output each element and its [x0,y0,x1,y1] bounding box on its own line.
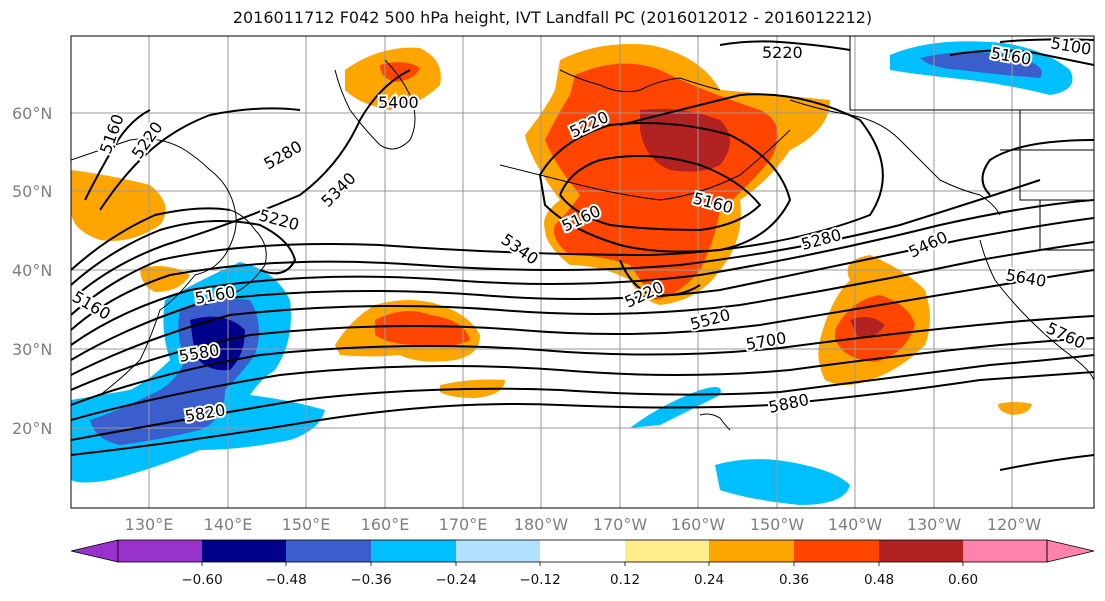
map-frame [70,35,1095,509]
lon-label: 140°W [827,515,883,534]
lon-label: 130°E [124,515,174,534]
contour-label: 5220 [257,206,301,235]
contour-label: 5340 [498,230,542,269]
positive-anomaly-small-2 [998,402,1032,415]
contour-5400 [71,179,1041,331]
lon-label: 170°E [438,515,488,534]
contour-5520 [71,217,1094,361]
colorbar-cell [709,540,794,562]
contour-label: 5280 [261,137,306,174]
positive-anomaly-kamchatka-core [380,62,420,82]
colorbar-tick-label: −0.24 [435,572,477,588]
negative-anomaly-west-core [190,316,245,371]
contour-label: 5100 [1049,33,1092,59]
lat-label: 30°N [12,340,53,359]
colorbar-min-extend [70,539,119,563]
positive-anomaly-gulf-alaska-max [640,108,730,172]
colorbar-max-extend [1046,539,1095,563]
colorbar-cell [540,540,625,562]
colorbar-tick-label: −0.48 [265,572,307,588]
colorbar-tick-label: 0.24 [693,572,725,588]
lon-label: 140°E [203,515,253,534]
contour-5700 [71,315,1094,406]
contour-5640 [71,269,1094,391]
colorbar-tick-label: 0.60 [947,572,979,588]
lon-label: 150°W [749,515,805,534]
colorbar-cell [371,540,456,562]
colorbar-cell [286,540,371,562]
contour-5100-ne [999,38,1094,43]
lat-label: 50°N [12,182,53,201]
colorbar-cell [879,540,963,562]
positive-anomaly-central-core [375,311,470,347]
lat-label: 20°N [12,419,53,438]
lon-label: 130°W [906,515,962,534]
contour-low-5220-south [619,259,701,297]
contour-low-5220 [538,122,792,253]
colorbar-cell [963,540,1047,562]
colorbar-cell [456,540,540,562]
contour-label: 5220 [762,43,803,62]
contour-5220-west [71,220,297,286]
contour-5160-north [84,109,151,201]
map-title: 2016011712 F042 500 hPa height, IVT Land… [232,8,873,27]
lat-label: 40°N [12,261,53,280]
contour-5280 [71,69,411,301]
negative-anomaly-south-2 [715,459,850,505]
contour-5160-west [71,207,231,271]
colorbar-cell [202,540,286,562]
colorbar-tick-label: −0.60 [181,572,223,588]
colorbar-cell [625,540,709,562]
positive-anomaly-west-2 [140,266,190,292]
contour-label: 5640 [1004,265,1047,291]
lon-label: 160°W [670,515,726,534]
positive-anomaly-east-max [850,316,885,339]
lon-label: 120°W [986,515,1042,534]
colorbar-cell [118,540,202,562]
contour-label: 5700 [744,328,787,354]
contour-label: 5760 [1043,318,1088,352]
colorbar-tick-label: 0.12 [609,572,641,588]
contour-label: 5400 [378,93,419,112]
height-contours [71,38,1094,471]
colorbar-cell [794,540,879,562]
colorbar-tick-label: 0.48 [863,572,895,588]
contour-ne-arc [981,139,1094,196]
lat-label: 60°N [12,104,53,123]
lon-label: 150°E [281,515,331,534]
lon-label: 160°E [360,515,410,534]
contour-5580 [71,241,1094,376]
positive-anomaly-west [71,170,166,241]
contour-5220-ne [719,40,851,51]
contour-5220-north [99,107,301,211]
colorbar-tick-label: 0.36 [778,572,810,588]
graticule [71,36,1094,508]
lon-label: 180°W [513,515,569,534]
contour-label: 5160 [69,287,114,324]
contour-5160-ne [949,49,1094,66]
contour-5820 [71,354,1094,441]
colorbar-tick-label: −0.12 [519,572,561,588]
contour-label: 5880 [767,390,811,417]
contour-se-arc [999,454,1094,471]
colorbar-tick-label: −0.36 [350,572,392,588]
contour-5880 [71,371,1094,456]
contour-5760 [71,337,1094,421]
colorbar [70,539,1095,566]
lon-label: 170°W [592,515,648,534]
contour-5460 [71,199,1094,346]
contour-low-5160 [559,155,762,232]
